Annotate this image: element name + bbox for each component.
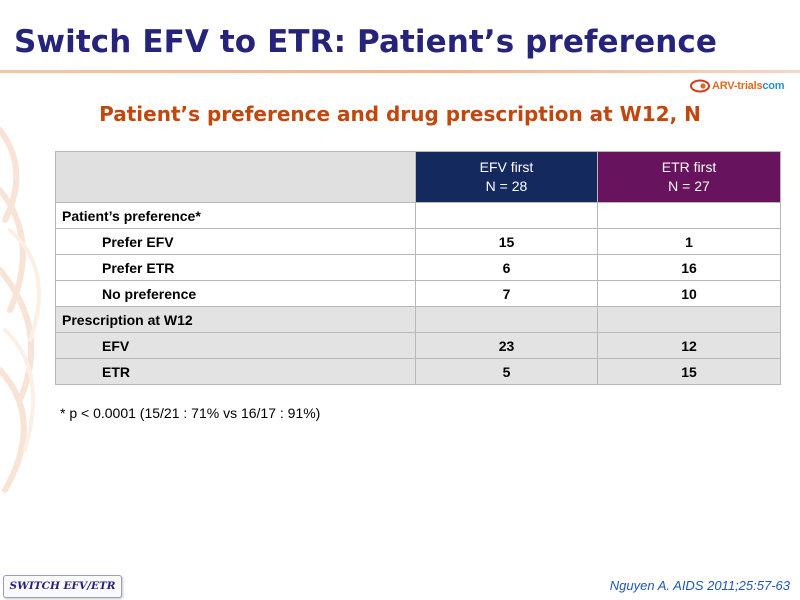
header-blank-cell (55, 151, 416, 203)
cell-efv: 23 (415, 332, 598, 359)
row-label: Prefer EFV (55, 228, 416, 255)
decorative-swirl (0, 127, 41, 493)
slide-title: Switch EFV to ETR: Patient’s preference (14, 24, 717, 60)
logo-text-suffix: com (762, 80, 785, 92)
header-efv-line1: EFV first (479, 159, 534, 175)
cell-efv: 15 (415, 228, 598, 255)
row-label: Prescription at W12 (55, 306, 416, 333)
cell-etr: 16 (597, 254, 781, 281)
table-row: Prefer EFV 15 1 (55, 228, 781, 255)
cell-efv (415, 202, 598, 229)
cell-efv (415, 306, 598, 333)
header-etr-first: ETR first N = 27 (597, 151, 781, 203)
header-etr-line1: ETR first (661, 159, 717, 175)
cell-efv: 5 (415, 358, 598, 385)
logo-text-prefix: ARV-trials (712, 80, 763, 92)
table-row: EFV 23 12 (55, 332, 781, 359)
row-label: EFV (55, 332, 416, 359)
results-table: EFV first N = 28 ETR first N = 27 Patien… (55, 151, 781, 385)
header-efv-line2: N = 28 (485, 178, 528, 194)
cell-etr: 10 (597, 280, 781, 307)
logo-text: ARV-trialscom (712, 80, 785, 92)
slide-subtitle: Patient’s preference and drug prescripti… (99, 102, 701, 126)
table-row: Prescription at W12 (55, 306, 781, 333)
table-row: Prefer ETR 6 16 (55, 254, 781, 281)
row-label: ETR (55, 358, 416, 385)
cell-efv: 7 (415, 280, 598, 307)
row-label: No preference (55, 280, 416, 307)
study-tag: SWITCH EFV/ETR (3, 575, 122, 598)
cell-etr (597, 306, 781, 333)
arv-trials-logo: ARV-trialscom (690, 77, 785, 95)
title-divider (0, 70, 800, 73)
cell-etr: 15 (597, 358, 781, 385)
cell-etr: 12 (597, 332, 781, 359)
cell-efv: 6 (415, 254, 598, 281)
cell-etr (597, 202, 781, 229)
ribbon-logo-icon (690, 79, 710, 93)
study-tag-label: SWITCH EFV/ETR (9, 580, 116, 592)
header-efv-first: EFV first N = 28 (415, 151, 598, 203)
table-row: Patient’s preference* (55, 202, 781, 229)
table-row: ETR 5 15 (55, 358, 781, 385)
table-row: No preference 7 10 (55, 280, 781, 307)
citation: Nguyen A. AIDS 2011;25:57-63 (609, 578, 790, 593)
table-header-row: EFV first N = 28 ETR first N = 27 (55, 151, 781, 203)
row-label: Prefer ETR (55, 254, 416, 281)
cell-etr: 1 (597, 228, 781, 255)
row-label: Patient’s preference* (55, 202, 416, 229)
footnote: * p < 0.0001 (15/21 : 71% vs 16/17 : 91%… (60, 405, 321, 421)
header-etr-line2: N = 27 (668, 178, 710, 194)
